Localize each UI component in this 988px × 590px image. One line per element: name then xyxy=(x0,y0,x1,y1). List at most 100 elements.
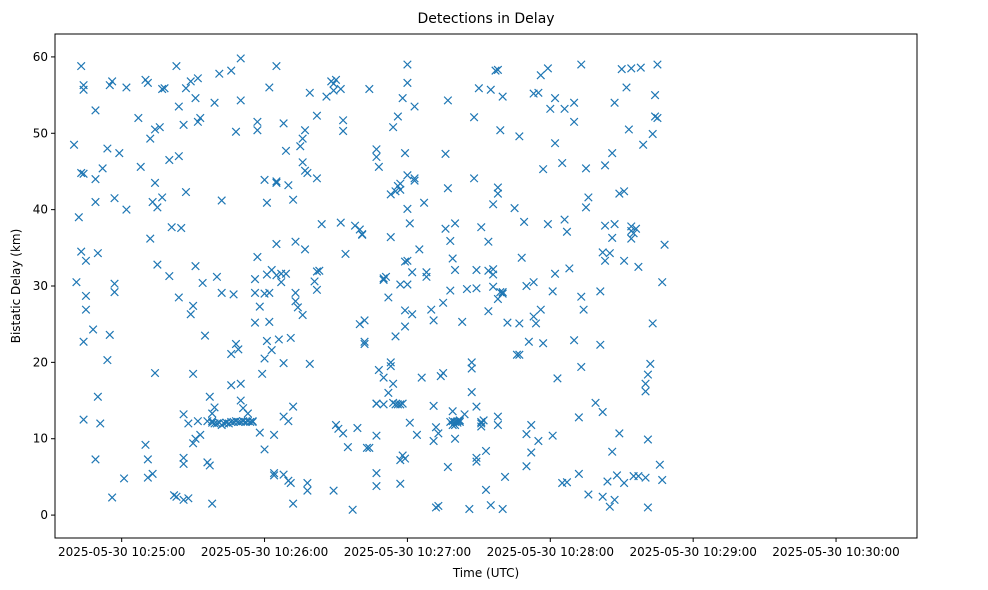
data-point xyxy=(212,272,222,282)
data-point xyxy=(365,84,374,94)
data-point xyxy=(374,365,384,375)
data-point xyxy=(467,358,476,367)
data-point xyxy=(269,471,279,480)
data-point xyxy=(146,234,155,243)
data-point xyxy=(410,102,419,111)
data-point xyxy=(91,106,100,115)
data-point xyxy=(110,287,119,297)
data-point xyxy=(188,439,198,448)
data-point xyxy=(562,227,572,237)
data-point xyxy=(262,336,272,346)
data-point xyxy=(398,399,407,408)
data-point xyxy=(174,102,184,111)
data-point xyxy=(479,416,488,425)
data-point xyxy=(372,145,381,154)
data-point xyxy=(207,409,217,418)
data-point xyxy=(472,457,481,466)
data-point xyxy=(236,54,245,63)
data-point xyxy=(388,398,398,408)
data-point xyxy=(338,126,348,136)
data-point xyxy=(243,409,253,418)
data-point xyxy=(110,193,119,203)
data-point xyxy=(115,148,124,158)
y-tick-label: 10 xyxy=(33,432,48,446)
data-point xyxy=(76,61,86,71)
data-point xyxy=(529,277,538,287)
data-point xyxy=(493,412,503,421)
data-point xyxy=(181,187,191,197)
data-point xyxy=(534,436,543,446)
data-point xyxy=(134,113,143,123)
data-point xyxy=(455,416,465,425)
data-point xyxy=(462,284,472,294)
data-point xyxy=(450,265,460,275)
data-point xyxy=(236,96,245,105)
data-point xyxy=(438,298,448,308)
data-point xyxy=(650,112,660,121)
data-point xyxy=(291,237,300,246)
data-point xyxy=(350,221,360,230)
data-point xyxy=(224,419,234,428)
data-point xyxy=(79,85,88,94)
data-point xyxy=(188,301,198,311)
data-point xyxy=(272,271,281,280)
data-point xyxy=(231,127,241,136)
data-point xyxy=(217,196,226,205)
data-point xyxy=(279,358,288,368)
data-point xyxy=(193,74,203,83)
data-point xyxy=(76,247,86,256)
data-point xyxy=(372,152,381,162)
data-point xyxy=(300,125,310,135)
x-tick-label: 2025-05-30 10:29:00 xyxy=(629,545,756,559)
data-point xyxy=(388,122,398,132)
data-point xyxy=(217,420,226,430)
data-point xyxy=(386,361,395,371)
data-point xyxy=(610,219,619,229)
data-point xyxy=(417,373,426,382)
data-point xyxy=(360,316,369,325)
data-point xyxy=(622,83,631,92)
data-point xyxy=(450,219,460,228)
data-point xyxy=(443,96,453,105)
data-point xyxy=(605,248,615,258)
data-point xyxy=(360,337,369,346)
data-point xyxy=(403,78,412,88)
data-point xyxy=(372,431,381,440)
data-point xyxy=(262,198,272,207)
data-point xyxy=(619,256,629,266)
data-point xyxy=(543,64,553,73)
data-point xyxy=(260,175,269,185)
data-point xyxy=(186,310,195,319)
data-point xyxy=(653,113,662,123)
data-point xyxy=(524,337,534,346)
data-point xyxy=(269,430,279,440)
data-point xyxy=(355,319,365,329)
data-point xyxy=(212,419,222,428)
data-point xyxy=(353,423,362,433)
data-point xyxy=(226,381,236,390)
data-point xyxy=(605,502,615,511)
data-point xyxy=(174,293,184,302)
data-point xyxy=(312,174,322,183)
data-point xyxy=(419,198,429,207)
data-point xyxy=(391,187,400,196)
data-point xyxy=(305,88,315,98)
y-axis-label: Bistatic Delay (km) xyxy=(9,229,23,344)
data-point xyxy=(548,431,557,440)
data-point xyxy=(584,490,593,499)
data-point xyxy=(657,277,667,287)
data-point xyxy=(488,282,498,291)
data-point xyxy=(386,190,395,199)
data-point xyxy=(143,78,153,88)
data-point xyxy=(643,503,653,512)
data-point xyxy=(643,370,653,379)
data-point xyxy=(407,268,417,277)
data-point xyxy=(303,168,312,178)
data-point xyxy=(612,471,622,480)
data-point xyxy=(443,462,453,472)
data-point xyxy=(574,413,584,422)
data-point xyxy=(329,486,338,495)
data-point xyxy=(265,317,274,327)
data-point xyxy=(105,80,114,90)
data-point xyxy=(403,60,412,69)
